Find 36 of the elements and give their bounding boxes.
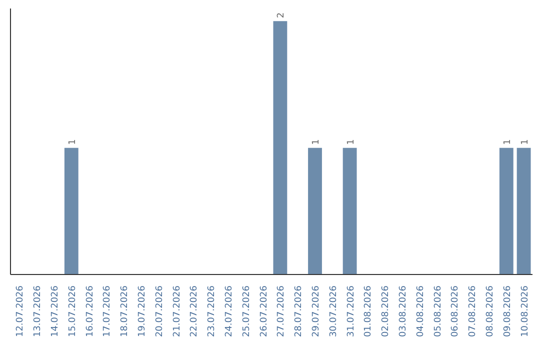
x-tick-label: 20.07.2026 bbox=[154, 285, 165, 338]
x-tick-label: 19.07.2026 bbox=[138, 285, 148, 338]
x-tick-label: 13.07.2026 bbox=[33, 285, 44, 338]
x-tick-label: 17.07.2026 bbox=[102, 285, 113, 338]
x-tick-label: 28.07.2026 bbox=[294, 285, 304, 338]
x-tick-label: 03.08.2026 bbox=[398, 285, 408, 338]
x-tick-label: 25.07.2026 bbox=[242, 285, 252, 338]
data-label: 1 bbox=[520, 139, 530, 145]
x-tick-label: 09.08.2026 bbox=[502, 285, 513, 338]
x-tick-label: 15.07.2026 bbox=[68, 285, 78, 338]
x-tick-label: 05.08.2026 bbox=[433, 285, 444, 338]
x-tick-label: 29.07.2026 bbox=[312, 285, 322, 338]
data-label: 2 bbox=[276, 12, 287, 18]
x-tick-label: 02.08.2026 bbox=[381, 285, 392, 338]
x-tick-label: 26.07.2026 bbox=[259, 285, 270, 338]
x-tick-label: 16.07.2026 bbox=[85, 285, 96, 338]
x-tick-label: 06.08.2026 bbox=[450, 285, 461, 338]
x-tick-label: 04.08.2026 bbox=[416, 285, 426, 338]
x-tick-label: 01.08.2026 bbox=[364, 285, 374, 338]
x-tick-label: 12.07.2026 bbox=[16, 285, 26, 338]
x-tick-label: 10.08.2026 bbox=[520, 285, 530, 338]
x-tick-label: 08.08.2026 bbox=[486, 285, 496, 338]
x-tick-label: 22.07.2026 bbox=[190, 285, 200, 338]
data-label: 1 bbox=[502, 139, 513, 145]
x-tick-label: 21.07.2026 bbox=[172, 285, 182, 338]
x-tick-label: 18.07.2026 bbox=[120, 285, 130, 338]
x-tick-label: 23.07.2026 bbox=[207, 285, 218, 338]
data-label: 1 bbox=[68, 139, 78, 145]
x-tick-label: 24.07.2026 bbox=[224, 285, 234, 338]
data-label: 1 bbox=[346, 139, 356, 145]
data-label: 1 bbox=[312, 139, 322, 145]
x-tick-label: 30.07.2026 bbox=[328, 285, 339, 338]
x-tick-label: 27.07.2026 bbox=[276, 285, 287, 338]
x-tick-label: 14.07.2026 bbox=[50, 285, 60, 338]
x-tick-label: 31.07.2026 bbox=[346, 285, 356, 338]
x-tick-label: 07.08.2026 bbox=[468, 285, 478, 338]
